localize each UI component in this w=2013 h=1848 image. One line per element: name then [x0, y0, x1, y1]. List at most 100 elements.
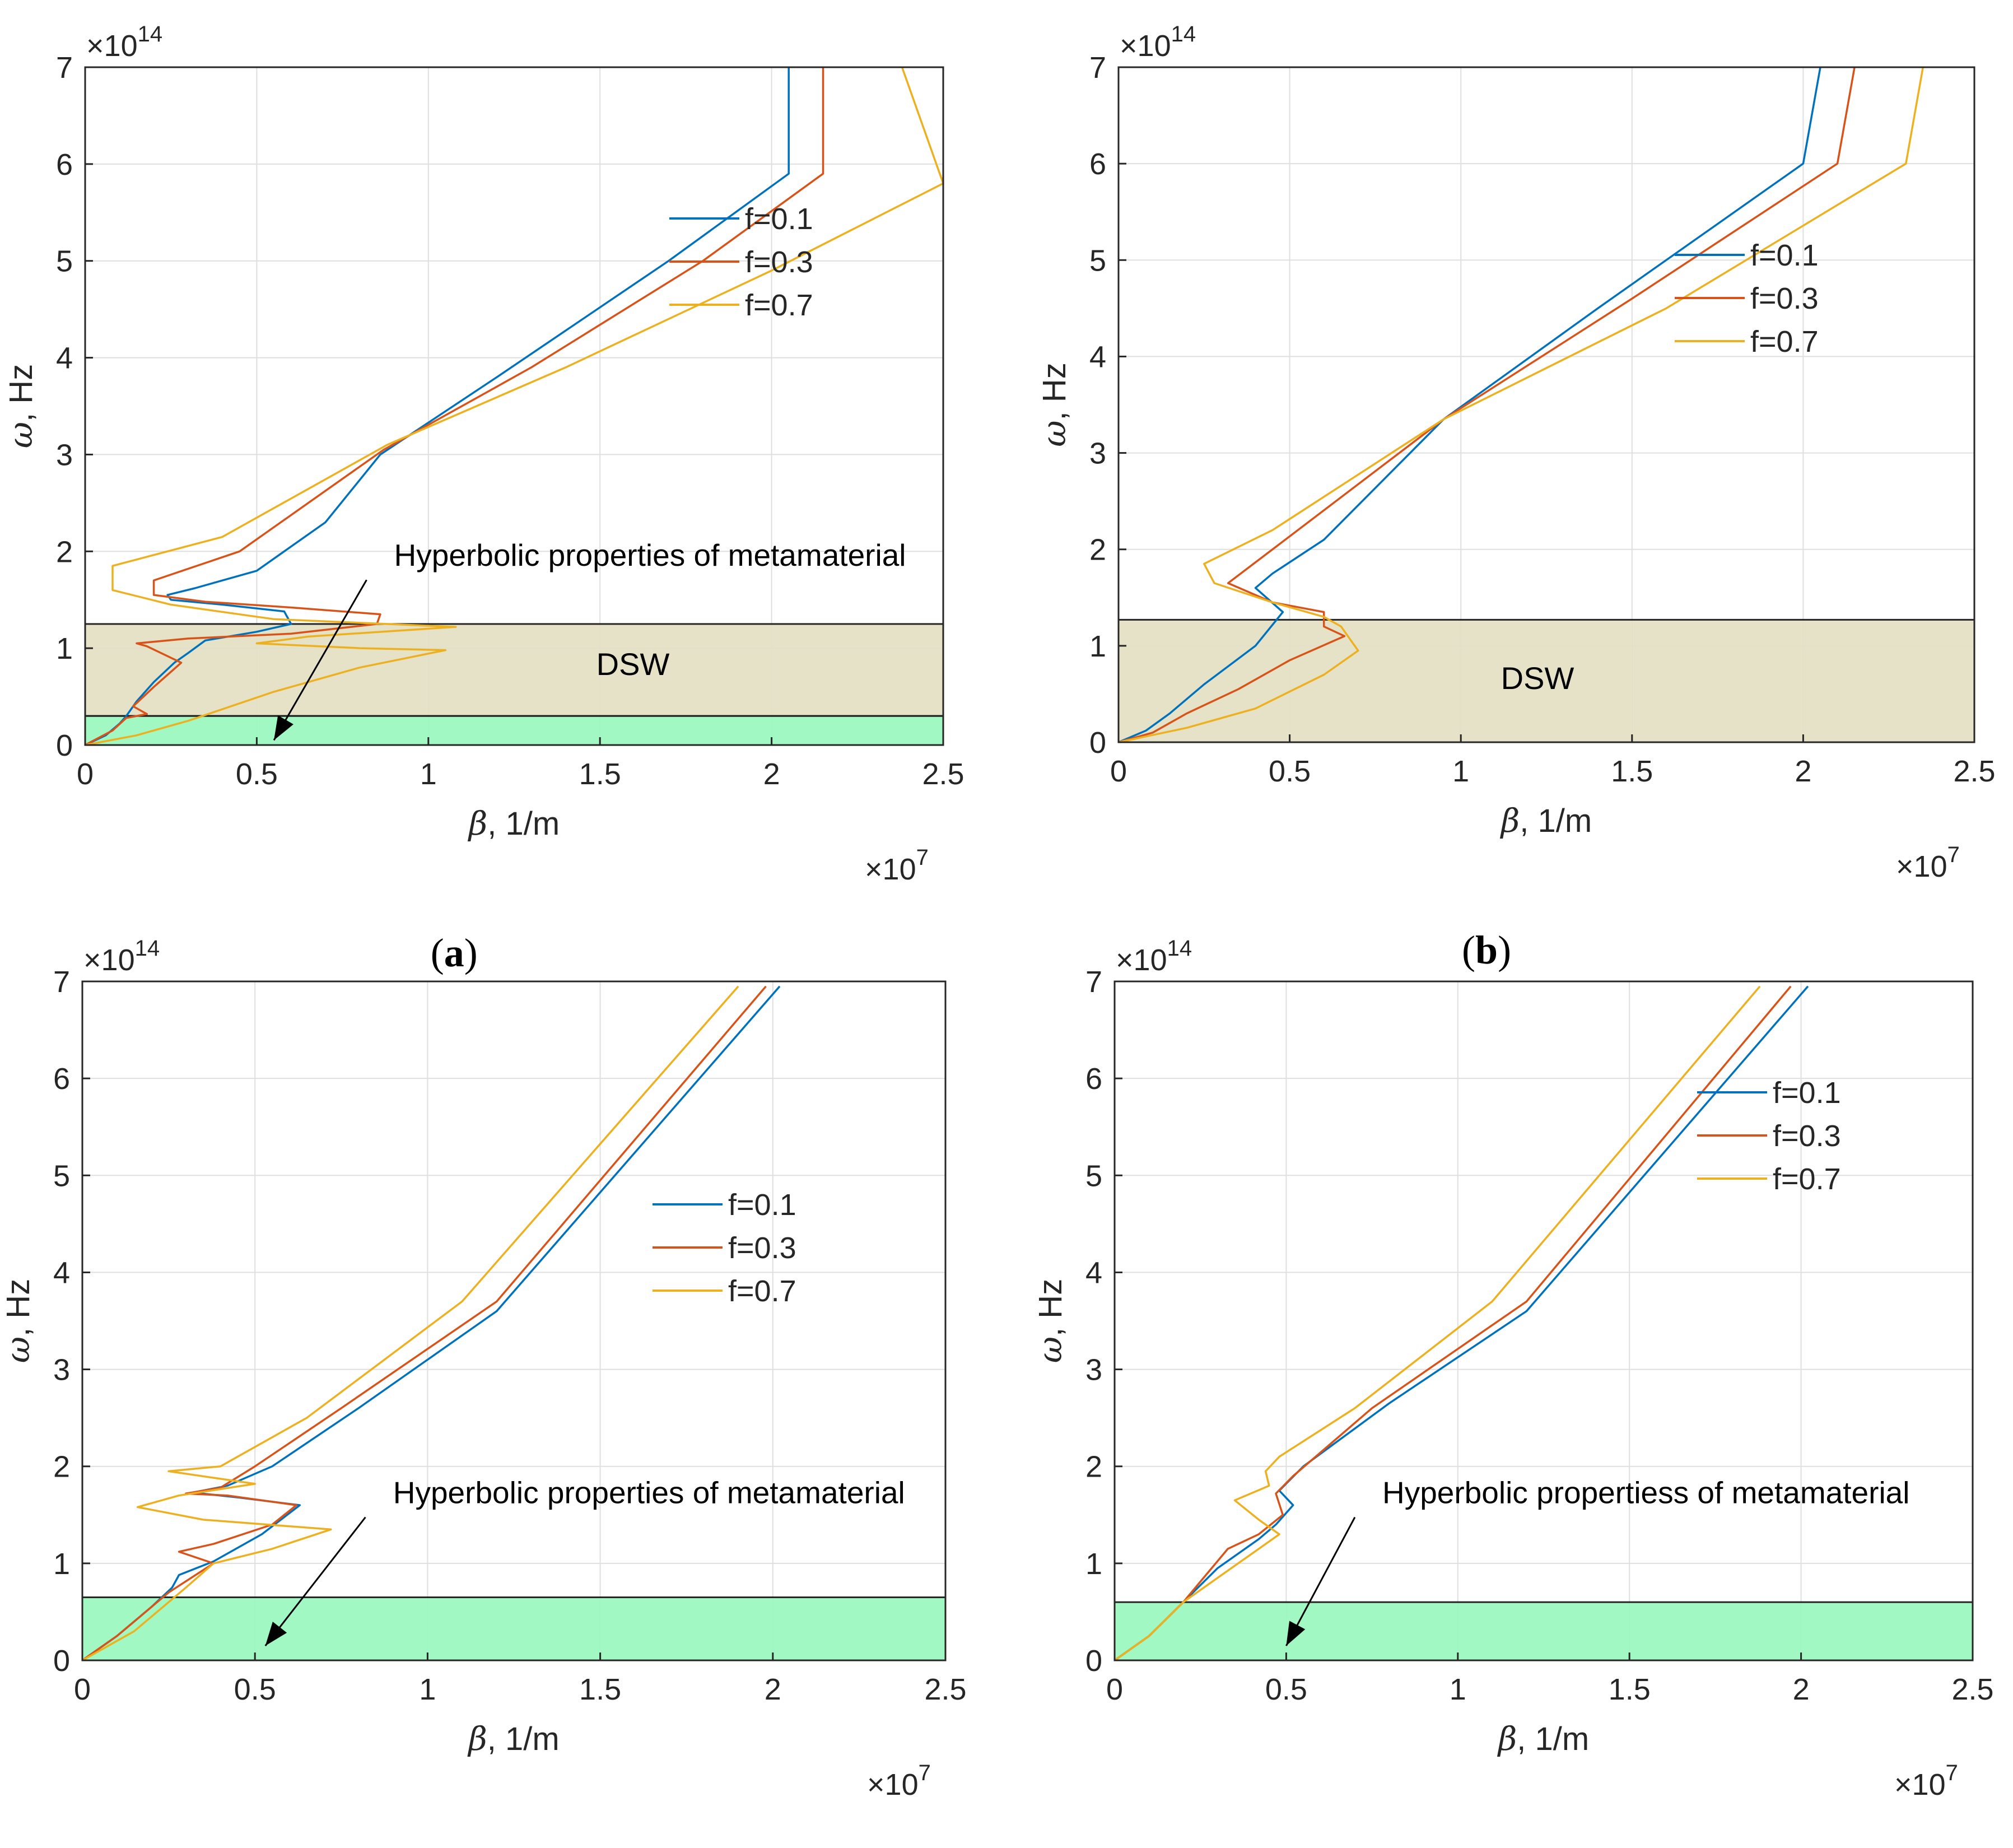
y-tick-label: 5: [1089, 244, 1106, 277]
x-exponent-base: ×10: [865, 853, 916, 886]
y-tick-label: 1: [1085, 1547, 1102, 1581]
y-tick-label: 2: [1085, 1450, 1102, 1484]
y-tick-label: 1: [56, 632, 73, 665]
x-tick-label: 0: [1110, 755, 1127, 788]
y-tick-label: 6: [1085, 1062, 1102, 1096]
caption-letter: c: [445, 1846, 463, 1848]
x-tick-label: 2.5: [1951, 1673, 1993, 1706]
legend-entry: f=0.7: [745, 288, 813, 322]
y-tick-label: 4: [56, 342, 73, 375]
y-tick-label: 2: [56, 535, 73, 569]
y-exponent-power: 14: [1167, 936, 1192, 961]
y-tick-label: 4: [1089, 340, 1106, 374]
annotation-arrow-head: [265, 1622, 287, 1646]
legend: f=0.1 f=0.3 f=0.7: [669, 202, 813, 322]
x-tick-label: 2: [763, 757, 780, 791]
legend-entry: f=0.7: [728, 1274, 796, 1308]
y-exponent-label: ×1014: [1120, 22, 1196, 63]
axes-box: [1117, 66, 1975, 743]
region-label: DSW: [597, 646, 670, 682]
y-tick-label: 3: [56, 438, 73, 472]
x-tick-label: 0.5: [1269, 755, 1311, 788]
series-group: [1115, 985, 1809, 1660]
x-axis-unit: , 1/m: [1520, 803, 1592, 839]
x-axis-unit: , 1/m: [1517, 1721, 1589, 1757]
series-line-f-0.3: [1119, 67, 1856, 742]
y-axis-unit: , Hz: [0, 1279, 36, 1337]
panel-caption: (c): [431, 1846, 476, 1848]
panel-caption: (d): [1459, 1846, 1508, 1848]
series-line-f-0.3: [82, 985, 767, 1660]
y-axis-label: ω, Hz: [1031, 1279, 1069, 1363]
y-exponent-base: ×10: [1116, 943, 1167, 977]
shaded-region: [1113, 1601, 1974, 1661]
y-tick-label: 4: [1085, 1256, 1102, 1290]
x-axis-unit: , 1/m: [487, 806, 560, 842]
y-tick-label: 7: [53, 965, 70, 999]
x-tick-label: 1: [1450, 1673, 1466, 1706]
x-axis-label: β, 1/m: [467, 1720, 559, 1758]
caption-open: (: [431, 1846, 445, 1848]
y-tick-label: 4: [53, 1256, 70, 1290]
axes-box: [1113, 980, 1974, 1661]
legend-entry: f=0.3: [1750, 282, 1819, 315]
y-axis-unit: , Hz: [3, 364, 39, 422]
x-axis-symbol: β: [1497, 1720, 1517, 1758]
y-exponent-base: ×10: [1120, 29, 1171, 63]
x-tick-label: 2: [765, 1673, 781, 1706]
shaded-region: [84, 715, 944, 746]
region-label: DSW: [1501, 660, 1574, 696]
annotation-arrow-head: [274, 715, 293, 741]
y-tick-label: 7: [1089, 51, 1106, 85]
y-exponent-label: ×1014: [83, 936, 160, 977]
shaded-region: [84, 623, 944, 717]
y-tick-label: 0: [53, 1644, 70, 1678]
x-tick-label: 1.5: [579, 1673, 621, 1706]
caption-close: ): [464, 930, 478, 975]
y-tick-label: 5: [56, 245, 73, 278]
y-axis-unit: , Hz: [1032, 1279, 1069, 1337]
caption-letter: d: [1473, 1846, 1495, 1848]
axes-box: [84, 66, 944, 746]
caption-close: ): [1495, 1846, 1508, 1848]
shaded-region: [81, 1596, 947, 1661]
y-tick-label: 6: [53, 1062, 70, 1096]
caption-open: (: [1462, 928, 1475, 972]
series-group: [1119, 67, 1925, 742]
y-exponent-power: 14: [138, 22, 163, 46]
y-tick-label: 3: [1089, 437, 1106, 471]
x-axis-symbol: β: [468, 804, 488, 842]
y-tick-label: 0: [1085, 1644, 1102, 1678]
legend-entry: f=0.3: [745, 245, 813, 279]
x-exponent-base: ×10: [867, 1768, 919, 1802]
x-tick-label: 0: [1106, 1673, 1123, 1706]
y-tick-label: 0: [1089, 726, 1106, 760]
annotation-text: Hyperbolic properties of metamaterial: [393, 1475, 905, 1510]
caption-letter: b: [1475, 928, 1498, 972]
x-tick-label: 1.5: [1611, 755, 1653, 788]
caption-letter: a: [444, 930, 464, 975]
series-group: [85, 67, 943, 745]
x-exponent-label: ×107: [1896, 842, 1960, 883]
x-exponent-power: 7: [1946, 1761, 1958, 1785]
x-tick-label: 1: [1452, 755, 1469, 788]
x-exponent-power: 7: [1947, 842, 1960, 867]
y-tick-label: 0: [56, 729, 73, 762]
x-axis-symbol: β: [1500, 802, 1520, 840]
x-tick-label: 1: [419, 1673, 436, 1706]
y-tick-label: 3: [1085, 1353, 1102, 1387]
legend: f=0.1 f=0.3 f=0.7: [1675, 239, 1819, 359]
x-exponent-label: ×107: [865, 845, 929, 886]
x-exponent-power: 7: [916, 845, 929, 870]
legend-entry: f=0.1: [728, 1188, 796, 1222]
x-tick-label: 1: [420, 757, 437, 791]
annotation-arrow-line: [273, 579, 367, 741]
y-tick-label: 7: [56, 51, 73, 85]
x-tick-label: 2: [1795, 755, 1811, 788]
x-axis-symbol: β: [467, 1720, 487, 1758]
y-axis-label: ω, Hz: [1035, 362, 1073, 446]
caption-close: ): [1498, 928, 1511, 972]
